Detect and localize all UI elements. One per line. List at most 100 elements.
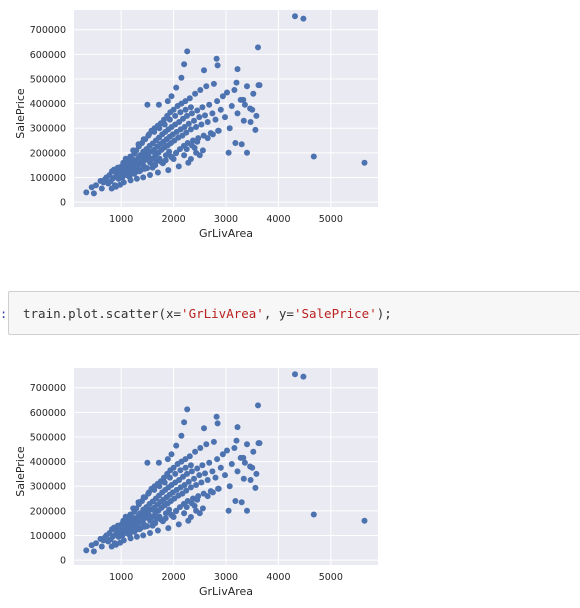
scatter-point xyxy=(244,149,250,156)
scatter-point xyxy=(187,484,194,491)
scatter-point xyxy=(183,487,190,494)
y-tick-label: 500000 xyxy=(30,432,66,443)
scatter-point xyxy=(176,146,183,153)
scatter-point xyxy=(192,90,199,97)
code-call: train.plot.scatter(x= xyxy=(23,306,182,321)
x-tick-label: 1000 xyxy=(109,214,133,225)
scatter-point xyxy=(194,496,201,503)
scatter-point xyxy=(310,511,317,518)
scatter-point xyxy=(172,470,179,477)
scatter-point xyxy=(93,182,99,189)
scatter-point xyxy=(234,66,241,73)
scatter-point xyxy=(173,507,180,514)
scatter-point xyxy=(217,106,224,113)
scatter-point xyxy=(135,499,142,506)
scatter-point xyxy=(177,467,184,474)
scatter-point xyxy=(231,87,238,93)
scatter-point xyxy=(225,507,232,514)
scatter-point xyxy=(185,478,192,485)
scatter-point xyxy=(173,84,180,91)
scatter-point xyxy=(185,120,192,127)
scatter-point xyxy=(155,101,162,108)
scatter-point xyxy=(182,98,189,105)
scatter-point xyxy=(226,483,233,490)
scatter-point xyxy=(162,157,169,164)
scatter-point xyxy=(197,445,204,451)
scatter-point xyxy=(250,90,257,97)
scatter-point xyxy=(136,526,143,533)
scatter-point xyxy=(157,158,164,165)
scatter-point xyxy=(361,517,368,524)
scatter-point xyxy=(194,107,201,114)
scatter-point xyxy=(170,464,177,471)
x-tick-label: 5000 xyxy=(319,214,343,225)
scatter-point xyxy=(222,114,228,121)
y-tick-label: 200000 xyxy=(30,148,66,159)
scatter-point xyxy=(156,125,163,132)
scatter-point xyxy=(152,162,159,169)
scatter-point xyxy=(194,465,201,472)
scatter-point xyxy=(206,101,213,108)
scatter-point xyxy=(199,104,206,111)
y-tick-label: 300000 xyxy=(30,482,66,493)
scatter-chart-top: 1000 2000 3000 4000 5000 0 100000 200000 300000 4… xyxy=(14,10,378,240)
scatter-point xyxy=(244,507,250,514)
x-tick-label: 2000 xyxy=(161,572,185,583)
scatter-point xyxy=(165,525,172,532)
scatter-point xyxy=(224,89,230,96)
y-tick-label: 500000 xyxy=(30,74,66,85)
scatter-point xyxy=(225,149,232,156)
scatter-point xyxy=(178,74,185,81)
scatter-point xyxy=(141,523,148,530)
scatter-point xyxy=(156,483,163,490)
scatter-point xyxy=(255,44,261,51)
scatter-point xyxy=(181,482,188,488)
scatter-point xyxy=(199,462,206,469)
scatter-point xyxy=(241,459,248,466)
scatter-point xyxy=(170,106,177,113)
scatter-point xyxy=(252,484,259,491)
x-axis-label: GrLivArea xyxy=(199,585,253,598)
scatter-point xyxy=(240,117,247,124)
x-tick-label: 1000 xyxy=(109,572,133,583)
scatter-point xyxy=(206,459,213,466)
scatter-point xyxy=(209,131,216,138)
scatter-point xyxy=(212,116,219,123)
scatter-point xyxy=(182,106,189,113)
scatter-point xyxy=(219,451,226,458)
y-axis-label: SalePrice xyxy=(14,446,27,497)
scatter-point xyxy=(192,448,199,455)
scatter-point xyxy=(255,82,262,89)
scatter-point xyxy=(184,48,191,55)
scatter-point xyxy=(146,131,152,138)
code-input-area[interactable]: train.plot.scatter(x='GrLivArea', y='Sal… xyxy=(8,291,580,335)
scatter-point xyxy=(199,505,206,512)
y-tick-label: 0 xyxy=(60,198,66,209)
scatter-point xyxy=(292,371,298,378)
y-tick-label: 400000 xyxy=(30,99,66,110)
scatter-point xyxy=(310,153,317,160)
scatter-point xyxy=(181,419,188,426)
scatter-point xyxy=(188,110,195,117)
y-tick-label: 100000 xyxy=(30,173,66,184)
scatter-point xyxy=(238,141,245,148)
scatter-point xyxy=(219,93,226,100)
scatter-point xyxy=(193,482,200,488)
scatter-point xyxy=(224,447,230,454)
scatter-point xyxy=(247,119,254,125)
scatter-point xyxy=(201,67,207,74)
scatter-point xyxy=(240,454,247,461)
scatter-point xyxy=(175,163,182,170)
scatter-point xyxy=(83,547,90,554)
scatter-point xyxy=(131,528,138,535)
scatter-point xyxy=(147,172,153,178)
code-cell[interactable]: : train.plot.scatter(x='GrLivArea', y='S… xyxy=(0,285,580,345)
scatter-point xyxy=(214,420,221,427)
scatter-point xyxy=(244,441,250,448)
scatter-point xyxy=(250,448,257,455)
scatter-point xyxy=(240,475,247,482)
scatter-point xyxy=(175,521,182,528)
scatter-point xyxy=(177,109,184,116)
scatter-point xyxy=(215,127,222,134)
scatter-point xyxy=(154,169,161,176)
